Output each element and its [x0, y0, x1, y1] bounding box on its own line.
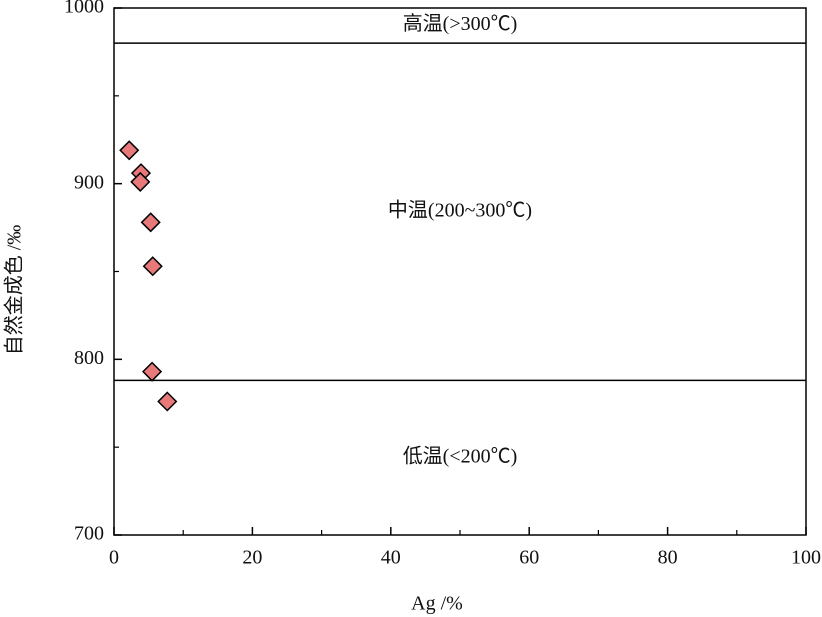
x-axis-label: Ag /%	[411, 593, 463, 615]
x-tick-label: 60	[519, 547, 539, 569]
data-point	[157, 391, 178, 412]
x-tick-label: 0	[109, 547, 119, 569]
x-tick-label: 100	[791, 547, 821, 569]
x-tick-label: 20	[242, 547, 262, 569]
data-point	[141, 361, 163, 382]
x-tick-label: 40	[381, 547, 401, 569]
y-tick-label: 900	[74, 171, 104, 193]
data-point	[142, 256, 163, 277]
data-point	[140, 212, 161, 233]
zone-label: 低温(<200℃)	[403, 444, 518, 467]
zone-label: 高温(>300℃)	[403, 12, 518, 35]
y-tick-label: 800	[74, 347, 104, 369]
x-tick-label: 80	[658, 547, 678, 569]
y-tick-label: 1000	[64, 0, 104, 18]
zone-label: 中温(200~300℃)	[388, 198, 532, 221]
data-point	[119, 140, 140, 161]
data-point	[130, 171, 151, 192]
y-tick-label: 700	[74, 523, 104, 545]
y-axis-label: 自然金成色 /‰	[3, 225, 26, 356]
